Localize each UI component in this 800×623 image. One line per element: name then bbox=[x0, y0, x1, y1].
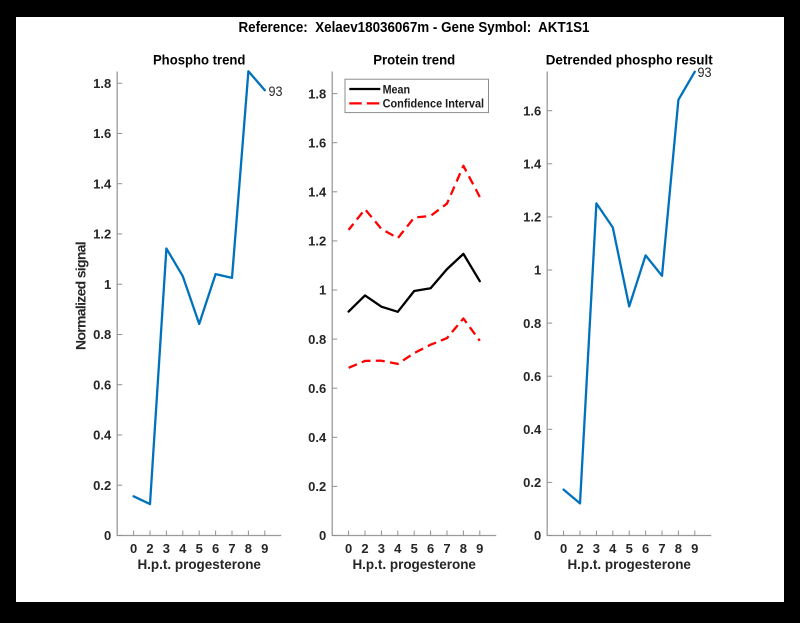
svg-text:1: 1 bbox=[104, 277, 111, 292]
svg-text:3: 3 bbox=[593, 541, 600, 556]
svg-text:0.2: 0.2 bbox=[308, 479, 326, 494]
svg-text:6: 6 bbox=[642, 541, 649, 556]
svg-text:2: 2 bbox=[576, 541, 583, 556]
svg-text:4: 4 bbox=[179, 541, 187, 556]
svg-text:4: 4 bbox=[609, 541, 617, 556]
svg-text:6: 6 bbox=[212, 541, 219, 556]
svg-text:9: 9 bbox=[261, 541, 268, 556]
svg-text:Protein trend: Protein trend bbox=[373, 52, 455, 68]
svg-text:0.8: 0.8 bbox=[308, 332, 326, 347]
svg-text:0.4: 0.4 bbox=[308, 430, 327, 445]
svg-text:1.6: 1.6 bbox=[523, 103, 541, 118]
svg-text:5: 5 bbox=[411, 541, 418, 556]
svg-text:0.6: 0.6 bbox=[308, 381, 326, 396]
svg-text:7: 7 bbox=[658, 541, 665, 556]
svg-text:0.4: 0.4 bbox=[93, 428, 112, 443]
svg-text:1.6: 1.6 bbox=[93, 126, 111, 141]
svg-text:0.6: 0.6 bbox=[523, 369, 541, 384]
svg-text:0.8: 0.8 bbox=[523, 316, 541, 331]
svg-text:0: 0 bbox=[534, 528, 541, 543]
svg-text:2: 2 bbox=[361, 541, 368, 556]
svg-text:1.8: 1.8 bbox=[93, 76, 111, 91]
svg-text:1: 1 bbox=[319, 283, 326, 298]
svg-text:0: 0 bbox=[345, 541, 352, 556]
svg-text:0.4: 0.4 bbox=[523, 422, 542, 437]
svg-text:0: 0 bbox=[130, 541, 137, 556]
svg-text:0: 0 bbox=[104, 528, 111, 543]
svg-text:Phospho trend: Phospho trend bbox=[153, 52, 246, 68]
svg-text:1.4: 1.4 bbox=[308, 185, 327, 200]
svg-text:93: 93 bbox=[269, 83, 283, 99]
svg-text:0.6: 0.6 bbox=[93, 377, 111, 392]
svg-text:Mean: Mean bbox=[383, 82, 411, 96]
svg-text:1.2: 1.2 bbox=[93, 227, 111, 242]
svg-text:9: 9 bbox=[476, 541, 483, 556]
svg-text:93: 93 bbox=[698, 64, 712, 80]
svg-text:H.p.t. progesterone: H.p.t. progesterone bbox=[352, 556, 476, 572]
svg-text:1.4: 1.4 bbox=[93, 176, 112, 191]
svg-text:3: 3 bbox=[163, 541, 170, 556]
svg-text:0: 0 bbox=[319, 528, 326, 543]
svg-text:1: 1 bbox=[534, 263, 541, 278]
svg-text:9: 9 bbox=[691, 541, 698, 556]
svg-text:8: 8 bbox=[245, 541, 252, 556]
svg-text:0.2: 0.2 bbox=[93, 478, 111, 493]
svg-text:7: 7 bbox=[228, 541, 235, 556]
svg-text:8: 8 bbox=[460, 541, 467, 556]
svg-text:8: 8 bbox=[675, 541, 682, 556]
svg-text:Detrended phospho result: Detrended phospho result bbox=[546, 52, 713, 68]
svg-text:7: 7 bbox=[443, 541, 450, 556]
svg-text:1.8: 1.8 bbox=[308, 86, 326, 101]
svg-text:1.4: 1.4 bbox=[523, 157, 542, 172]
svg-text:Normalized signal: Normalized signal bbox=[72, 242, 88, 350]
svg-text:5: 5 bbox=[626, 541, 633, 556]
svg-text:0.2: 0.2 bbox=[523, 475, 541, 490]
svg-text:5: 5 bbox=[196, 541, 203, 556]
svg-text:3: 3 bbox=[378, 541, 385, 556]
svg-text:0: 0 bbox=[560, 541, 567, 556]
svg-text:1.2: 1.2 bbox=[523, 210, 541, 225]
svg-text:H.p.t. progesterone: H.p.t. progesterone bbox=[567, 556, 691, 572]
svg-text:6: 6 bbox=[427, 541, 434, 556]
svg-text:1.2: 1.2 bbox=[308, 234, 326, 249]
svg-text:Confidence Interval: Confidence Interval bbox=[383, 97, 485, 111]
svg-text:4: 4 bbox=[394, 541, 402, 556]
svg-text:1.6: 1.6 bbox=[308, 135, 326, 150]
svg-text:2: 2 bbox=[146, 541, 153, 556]
svg-text:H.p.t. progesterone: H.p.t. progesterone bbox=[137, 556, 261, 572]
svg-text:0.8: 0.8 bbox=[93, 327, 111, 342]
svg-text:Reference: Xelaev18036067m -: Reference: Xelaev18036067m - Gene Symbol… bbox=[239, 20, 590, 36]
